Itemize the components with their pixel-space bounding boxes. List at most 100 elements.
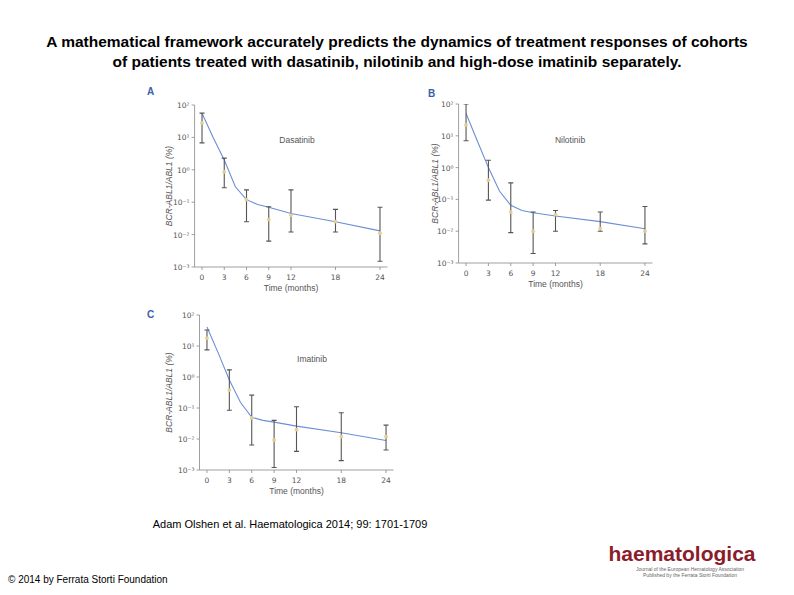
citation: Adam Olshen et al. Haematologica 2014; 9…	[153, 518, 428, 530]
x-tick-label: 6	[508, 269, 513, 278]
error-bar-stem	[268, 207, 269, 241]
data-point	[384, 435, 388, 439]
x-tick	[296, 470, 297, 473]
y-axis-label: BCR-ABL1/ABL1 (%)	[164, 146, 174, 226]
error-bar-cap	[222, 187, 227, 188]
error-bar-cap	[384, 450, 389, 451]
y-tick	[192, 137, 195, 138]
error-bar-cap	[486, 200, 491, 201]
x-tick	[291, 267, 292, 270]
x-tick-label: 3	[222, 273, 227, 282]
y-tick	[197, 470, 200, 471]
y-axis	[194, 105, 195, 267]
annotation: Imatinib	[297, 354, 327, 364]
plot-area	[200, 113, 383, 261]
x-tick-label: 0	[205, 476, 210, 485]
data-point	[205, 336, 209, 340]
y-tick-label: 10⁻³	[437, 259, 454, 268]
y-tick-label: 10⁻²	[173, 231, 190, 240]
error-bar	[333, 209, 338, 232]
data-point	[554, 213, 558, 217]
y-axis	[199, 315, 200, 470]
error-bar-cap	[598, 212, 603, 213]
y-tick	[456, 104, 459, 105]
error-bar	[227, 370, 232, 410]
y-tick	[456, 167, 459, 168]
error-bar-cap	[377, 207, 382, 208]
error-bar	[266, 207, 271, 241]
y-axis-label: BCR-ABL1/ABL1 (%)	[430, 143, 440, 223]
data-point	[295, 428, 299, 432]
y-tick-label: 10¹	[441, 132, 454, 141]
y-tick	[197, 377, 200, 378]
error-bar-cap	[598, 231, 603, 232]
x-tick	[224, 267, 225, 270]
background	[0, 0, 794, 595]
y-tick-label: 10⁻¹	[178, 404, 195, 413]
error-bar-cap	[249, 444, 254, 445]
x-tick-label: 9	[266, 273, 271, 282]
x-tick	[341, 470, 342, 473]
data-point	[222, 170, 226, 174]
title: A mathematical framework accurately pred…	[46, 33, 747, 50]
error-bar	[294, 407, 299, 452]
error-bar-cap	[642, 206, 647, 207]
error-bar-stem	[274, 420, 275, 467]
chart: C10²10¹10⁰10⁻¹10⁻²10⁻³0369121824Time (mo…	[147, 309, 394, 496]
error-bar-cap	[200, 142, 205, 143]
x-tick	[488, 263, 489, 266]
x-tick-label: 18	[331, 273, 341, 282]
error-bar-cap	[339, 412, 344, 413]
title: of patients treated with dasatinib, nilo…	[113, 53, 682, 70]
error-bar-cap	[486, 160, 491, 161]
x-tick	[202, 267, 203, 270]
data-point	[378, 231, 382, 235]
x-tick	[600, 263, 601, 266]
error-bar-cap	[339, 460, 344, 461]
x-tick-label: 18	[595, 269, 605, 278]
error-bar	[244, 190, 249, 222]
x-tick	[386, 470, 387, 473]
error-bar-cap	[531, 253, 536, 254]
x-tick-label: 6	[249, 476, 254, 485]
data-point	[250, 416, 254, 420]
panel-label: B	[428, 88, 435, 99]
x-tick	[268, 267, 269, 270]
error-bar-cap	[553, 231, 558, 232]
error-bar-cap	[266, 241, 271, 242]
x-tick	[251, 470, 252, 473]
error-bar	[339, 413, 344, 461]
x-tick-label: 6	[244, 273, 249, 282]
error-bar-cap	[200, 113, 205, 114]
error-bar	[531, 212, 536, 253]
plot-area	[204, 327, 388, 468]
error-bar-cap	[294, 406, 299, 407]
x-tick-label: 12	[286, 273, 296, 282]
error-bar-stem	[510, 183, 511, 233]
x-axis-label: Time (months)	[528, 279, 583, 289]
x-axis-label: Time (months)	[269, 486, 324, 496]
data-point	[643, 229, 647, 233]
y-tick-label: 10²	[441, 100, 454, 109]
y-tick-label: 10⁰	[177, 166, 190, 175]
model-line	[202, 113, 380, 231]
y-tick-label: 10⁻³	[178, 466, 195, 475]
x-tick-label: 24	[640, 269, 650, 278]
error-bar-cap	[294, 451, 299, 452]
error-bar-cap	[384, 425, 389, 426]
data-point	[334, 220, 338, 224]
error-bar	[642, 206, 647, 243]
error-bar-cap	[266, 206, 271, 207]
x-tick-label: 9	[531, 269, 536, 278]
panel-label: C	[147, 309, 154, 320]
error-bar	[598, 212, 603, 231]
error-bar-stem	[644, 206, 645, 243]
x-tick-label: 12	[292, 476, 302, 485]
x-tick-label: 12	[551, 269, 561, 278]
copyright: © 2014 by Ferrata Storti Foundation	[8, 574, 168, 585]
error-bar	[249, 395, 254, 445]
x-tick-label: 9	[272, 476, 277, 485]
y-tick	[197, 439, 200, 440]
data-point	[487, 178, 491, 182]
error-bar	[272, 420, 277, 467]
